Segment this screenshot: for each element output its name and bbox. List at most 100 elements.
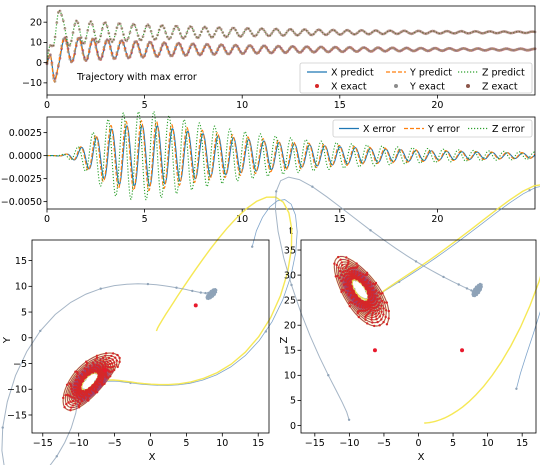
trajectory-point: [95, 354, 99, 357]
trajectory-point: [79, 379, 83, 382]
trajectory-point: [475, 293, 478, 297]
exact-point: [232, 26, 236, 30]
exact-point: [226, 34, 230, 38]
xz-x-ticks: −15 −10 −5 0 5 10 15: [305, 433, 528, 449]
error-y-ticks: −0.0050 −0.0025 0.0000 0.0025: [1, 128, 47, 208]
y-tick-label: −10: [7, 385, 27, 396]
trajectory-point: [375, 305, 379, 309]
trajectory-point: [344, 266, 347, 270]
exact-point: [66, 50, 70, 54]
trajectory-point: [356, 312, 359, 315]
xy-phase-panel: −15 −10 −5 0 5 10 15 −15 −10 −5 0 5 10 15 X Y: [1, 196, 298, 465]
trajectory-point: [370, 306, 373, 309]
trajectory-point: [356, 272, 359, 276]
y-tick-label: 25: [284, 295, 296, 306]
trajectory-point: [353, 270, 356, 273]
exact-point: [242, 31, 246, 34]
trajectory-point: [359, 271, 362, 275]
trajectory-point: [356, 310, 360, 313]
trajectory-point: [115, 359, 119, 362]
trajectory-point: [382, 307, 385, 310]
trajectory-point: [104, 363, 107, 366]
trajectory-point: [356, 270, 359, 274]
trajectory-point: [77, 406, 81, 409]
trajectory-point: [105, 358, 108, 361]
exact-point: [301, 48, 304, 52]
exact-point: [100, 27, 104, 31]
exact-point: [107, 31, 111, 35]
y-tick-label: 0: [290, 421, 296, 432]
trajectory-point: [82, 375, 85, 379]
trajectory-point: [344, 269, 347, 273]
trajectory-point: [80, 395, 84, 399]
trajectory-point: [311, 185, 314, 188]
x-tick-label: −5: [108, 438, 122, 449]
gray-trajectory-markers: [1, 282, 218, 458]
exact-point: [188, 45, 192, 48]
trajectory-point: [71, 399, 75, 403]
exact-point: [84, 36, 88, 40]
exact-point: [104, 40, 107, 43]
trajectory-point: [67, 401, 70, 404]
trajectory-point: [110, 365, 114, 369]
exact-point: [193, 45, 197, 49]
trajectory-point: [89, 392, 93, 395]
trajectory-point: [353, 272, 356, 275]
exact-point: [133, 23, 137, 27]
y-tick-label: −0.0050: [1, 197, 42, 208]
trajectory-point: [88, 394, 91, 398]
trajectory-point: [75, 388, 78, 392]
exact-point: [156, 54, 160, 58]
trajectory-point: [355, 262, 358, 265]
x-tick-label: 5: [142, 100, 148, 111]
trajectory-point: [359, 305, 362, 309]
exact-point: [190, 25, 194, 29]
trajectory-point: [471, 291, 475, 294]
exact-point: [105, 38, 109, 42]
exact-point: [128, 54, 132, 58]
xy-y-ticks: −15 −10 −5 0 5 10 15: [7, 256, 32, 421]
exact-point: [48, 53, 52, 57]
trajectory-point: [368, 286, 371, 290]
exact-point: [263, 30, 267, 33]
exact-point: [120, 39, 124, 43]
trajectory-point: [73, 396, 76, 400]
exact-point: [138, 50, 142, 54]
exact-point: [63, 27, 67, 30]
exact-point: [110, 40, 114, 44]
exact-point: [257, 30, 260, 34]
exact-point: [222, 47, 226, 51]
trajectory-point: [101, 383, 104, 386]
trajectory-point: [442, 275, 445, 279]
trajectory-point: [344, 279, 347, 282]
exact-point: [198, 53, 202, 57]
exact-point: [252, 49, 256, 52]
exact-point: [245, 46, 249, 49]
trajectory-point: [39, 329, 42, 333]
trajectory-point: [345, 264, 348, 268]
exact-point: [117, 44, 120, 48]
trajectory-point: [342, 283, 346, 286]
exact-point: [135, 28, 138, 32]
trajectory-point: [101, 377, 105, 381]
legend-y-error: Y error: [427, 124, 460, 135]
trajectory-y-ticks: −10 0 10 20: [22, 17, 47, 89]
trajectory-plot-area: [45, 9, 537, 84]
trajectory-point: [387, 309, 390, 313]
trajectory-point: [376, 309, 380, 312]
trajectory-point: [353, 303, 357, 306]
trajectory-point: [91, 366, 95, 369]
trajectory-point: [346, 269, 349, 273]
trajectory-point: [215, 288, 218, 292]
x-tick-label: 20: [431, 100, 443, 111]
exact-point: [270, 32, 273, 36]
exact-point: [227, 32, 231, 35]
trajectory-point: [477, 291, 481, 294]
exact-point: [286, 49, 290, 53]
trajectory-point: [66, 393, 69, 397]
trajectory-point: [341, 264, 344, 267]
exact-point: [248, 44, 252, 48]
trajectory-point: [74, 378, 78, 382]
fixed-point: [372, 348, 377, 353]
trajectory-point: [378, 301, 381, 304]
